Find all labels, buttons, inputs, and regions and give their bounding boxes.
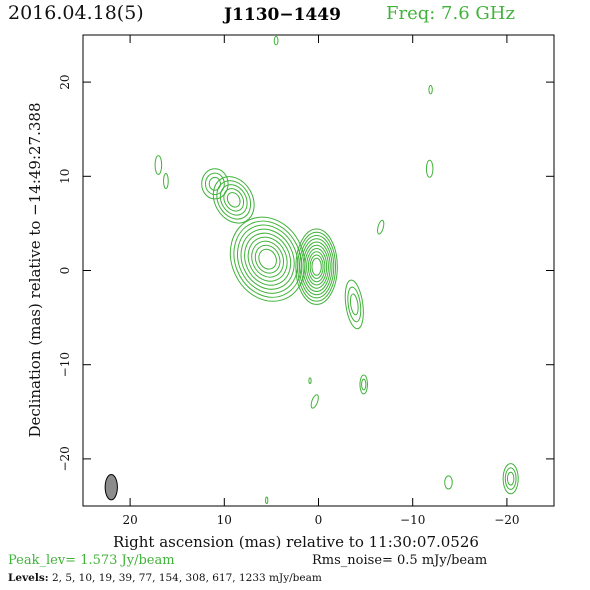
contour-line [154, 155, 163, 175]
y-tick-label: 20 [58, 74, 72, 89]
contour-line [216, 180, 252, 220]
levels-values: 2, 5, 10, 19, 39, 77, 154, 308, 617, 123… [51, 572, 322, 584]
contour-component [502, 463, 519, 495]
contour-line [504, 467, 517, 490]
contour-component [229, 216, 306, 302]
contour-layer [154, 35, 519, 505]
contour-line [219, 184, 248, 216]
contour-component [425, 159, 434, 178]
contour-line [344, 279, 364, 330]
contour-line [244, 232, 292, 286]
contour-line [307, 251, 326, 283]
x-tick-label: 10 [217, 513, 232, 527]
x-axis-title: Right ascension (mas) relative to 11:30:… [113, 533, 479, 551]
rms-noise: Rms_noise= 0.5 mJy/beam [312, 553, 488, 568]
contour-line [306, 247, 328, 286]
contour-line [425, 159, 434, 178]
contour-line [428, 84, 433, 95]
contour-component [295, 228, 338, 305]
y-tick-label: −10 [58, 352, 72, 377]
contour-line [361, 378, 367, 391]
plot-frame [82, 34, 555, 507]
contour-component [344, 279, 364, 330]
contour-line [204, 172, 225, 196]
beam-layer [104, 473, 118, 501]
contour-component [444, 475, 453, 490]
contour-component [310, 394, 319, 409]
contour-line [308, 377, 312, 385]
contour-line [506, 471, 515, 486]
contour-component [265, 496, 269, 505]
contour-line [247, 236, 288, 282]
contour-component [428, 84, 433, 95]
contour-component [359, 374, 368, 395]
beam-ellipse [104, 473, 118, 501]
contour-component [154, 155, 163, 175]
contour-component [308, 377, 312, 385]
y-tick-label: 10 [58, 169, 72, 184]
contour-component [273, 35, 279, 46]
contour-line [302, 241, 331, 292]
contour-line [347, 286, 362, 323]
contour-line [229, 216, 306, 302]
contour-line [298, 235, 335, 299]
observation-date: 2016.04.18(5) [8, 2, 144, 24]
x-tick-label: −10 [400, 513, 425, 527]
contour-line [359, 374, 368, 395]
contour-line [163, 172, 169, 190]
contour-line [273, 35, 279, 46]
contour-line [240, 228, 295, 290]
contour-component [377, 219, 385, 235]
contour-line [349, 293, 359, 316]
contour-line [226, 192, 241, 208]
contour-line [265, 496, 269, 505]
contour-line [377, 219, 385, 235]
y-tick-label: 0 [58, 267, 72, 275]
contour-line [212, 176, 255, 224]
contour-line [258, 248, 277, 270]
contour-line [223, 188, 245, 212]
contour-line [254, 244, 281, 274]
contour-component [163, 172, 169, 190]
contour-line [309, 254, 324, 279]
contour-line [295, 228, 338, 305]
x-tick-label: 0 [315, 513, 323, 527]
y-axis-title: Declination (mas) relative to −14:49:27.… [26, 102, 44, 437]
contour-line [236, 224, 299, 294]
contour-line [208, 176, 222, 191]
contour-line [310, 394, 319, 409]
contour-line [444, 475, 453, 490]
contour-levels: Levels: 2, 5, 10, 19, 39, 77, 154, 308, … [8, 572, 322, 584]
contour-line [311, 257, 322, 276]
axis-ticks: 20 10 0 −10 −20 20 10 0 −10 −20 [58, 35, 554, 527]
contour-line [201, 168, 229, 200]
frequency-label: Freq: 7.6 GHz [386, 3, 515, 24]
levels-key: Levels: [8, 572, 49, 584]
contour-line [251, 240, 285, 278]
x-tick-label: 20 [122, 513, 137, 527]
y-tick-label: −20 [58, 446, 72, 471]
source-name: J1130−1449 [224, 5, 341, 25]
peak-level: Peak_lev= 1.573 Jy/beam [8, 553, 175, 568]
contour-component [212, 176, 255, 224]
contour-line [502, 463, 519, 495]
contour-component [201, 168, 229, 200]
contour-line [233, 220, 302, 298]
x-tick-label: −20 [494, 513, 519, 527]
contour-line [300, 238, 333, 296]
